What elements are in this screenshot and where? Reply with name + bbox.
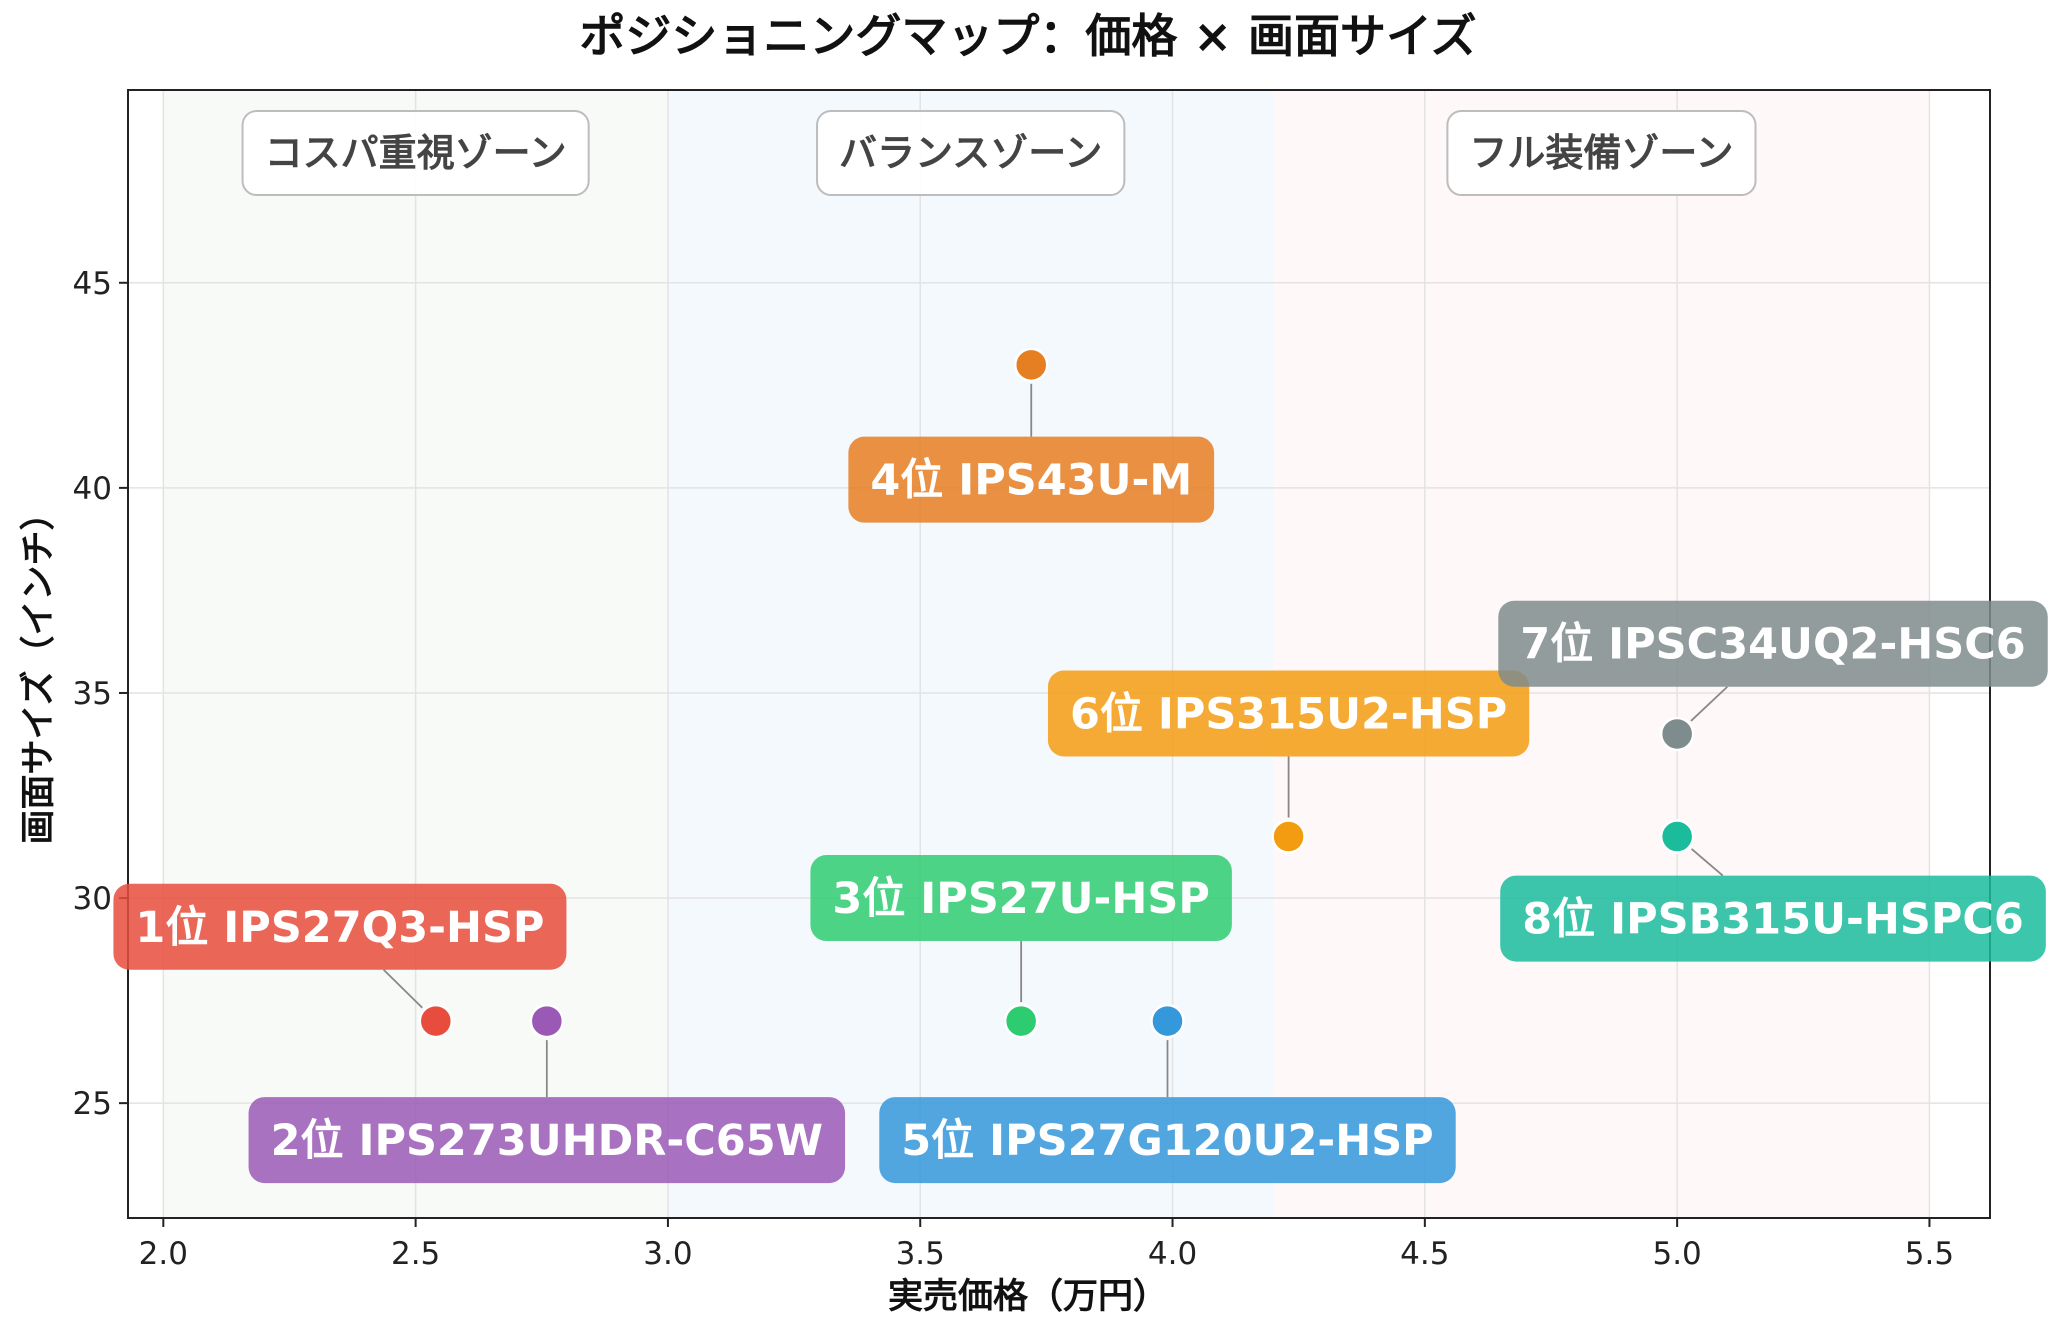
chart-title: ポジショニングマップ：価格 × 画面サイズ	[579, 9, 1476, 63]
point-label-2: 2位 IPS273UHDR-C65W	[271, 1116, 824, 1166]
point-label-4: 4位 IPS43U-M	[870, 456, 1192, 506]
point-label-5: 5位 IPS27G120U2-HSP	[901, 1116, 1433, 1166]
zone-label-box-2	[816, 110, 1126, 196]
data-point-4	[1013, 347, 1049, 383]
y-tick-label-25: 25	[73, 1086, 112, 1122]
data-point-1	[418, 1003, 454, 1039]
point-label-box-5	[879, 1097, 1456, 1184]
y-tick-label-45: 45	[73, 266, 112, 302]
zone-label-box-3	[1446, 110, 1757, 196]
point-label-box-6	[1047, 670, 1530, 757]
y-tick-label-35: 35	[73, 676, 112, 712]
point-label-8: 8位 IPSB315U-HSPC6	[1522, 895, 2024, 945]
y-tick-label-40: 40	[73, 471, 112, 507]
x-tick-label-4: 4.0	[1148, 1236, 1197, 1272]
zone-label-group-3: フル装備ゾーン	[1446, 110, 1757, 196]
zone-label-group-1: コスパ重視ゾーン	[241, 110, 590, 196]
data-point-7	[1659, 716, 1695, 752]
point-label-box-7	[1498, 600, 2048, 687]
zone-label-1: コスパ重視ゾーン	[265, 131, 567, 175]
x-tick-label-3: 3.0	[643, 1236, 692, 1272]
data-point-5	[1150, 1003, 1185, 1039]
point-label-group-5: 5位 IPS27G120U2-HSP	[879, 1097, 1456, 1184]
point-label-box-3	[810, 855, 1232, 942]
data-point-8	[1659, 819, 1695, 854]
data-point-6	[1271, 819, 1306, 854]
point-label-box-8	[1500, 875, 2046, 962]
label-layer: 1位 IPS27Q3-HSP 2位 IPS273UHDR-C65W 3位 IPS27…	[113, 436, 2048, 1184]
x-tick-label-2-5: 2.5	[391, 1236, 440, 1272]
point-connector-7	[1690, 686, 1728, 722]
data-point-2	[529, 1003, 565, 1039]
point-label-1: 1位 IPS27Q3-HSP	[135, 903, 544, 953]
x-tick-label-5: 5.0	[1652, 1236, 1701, 1272]
y-tick-label-30: 30	[73, 881, 112, 917]
point-label-3: 3位 IPS27U-HSP	[832, 874, 1209, 924]
x-tick-label-3-5: 3.5	[896, 1236, 945, 1272]
point-connector-1	[383, 969, 423, 1009]
x-tick-label-4-5: 4.5	[1400, 1236, 1449, 1272]
zone-band-2	[667, 90, 1274, 1218]
x-axis-label: 実売価格（万円）	[888, 1277, 1168, 1317]
point-connector-8	[1690, 848, 1724, 877]
point-label-box-1	[113, 883, 567, 970]
point-label-box-2	[248, 1097, 846, 1184]
point-label-7: 7位 IPSC34UQ2-HSC6	[1520, 620, 2025, 670]
connector-layer	[383, 383, 1728, 1098]
zone-label-box-1	[241, 110, 590, 196]
x-tick-label-5-5: 5.5	[1905, 1236, 1954, 1272]
point-label-6: 6位 IPS315U2-HSP	[1070, 689, 1507, 739]
point-label-group-3: 3位 IPS27U-HSP	[810, 855, 1232, 942]
point-label-group-4: 4位 IPS43U-M	[848, 436, 1215, 523]
point-label-group-6: 6位 IPS315U2-HSP	[1047, 670, 1530, 757]
point-layer	[418, 347, 1695, 1039]
point-label-group-8: 8位 IPSB315U-HSPC6	[1500, 875, 2046, 962]
point-label-box-4	[848, 436, 1215, 523]
zone-label-group-2: バランスゾーン	[816, 110, 1126, 196]
data-point-3	[1003, 1003, 1039, 1039]
tick-layer: 2.0 2.5 3.0 3.5 4.0 4.5 5.0 5.5 25 30 35 40 45	[73, 266, 1955, 1272]
y-axis-label: 画面サイズ（インチ）	[18, 496, 59, 845]
point-label-group-7: 7位 IPSC34UQ2-HSC6	[1498, 600, 2048, 687]
point-label-group-2: 2位 IPS273UHDR-C65W	[248, 1097, 846, 1184]
zone-label-3: フル装備ゾーン	[1469, 131, 1733, 175]
point-label-group-1: 1位 IPS27Q3-HSP	[113, 883, 567, 970]
x-tick-label-2: 2.0	[139, 1236, 188, 1272]
zone-label-2: バランスゾーン	[839, 131, 1102, 175]
zone-label-layer: コスパ重視ゾーン バランスゾーン フル装備ゾーン	[241, 110, 1757, 196]
